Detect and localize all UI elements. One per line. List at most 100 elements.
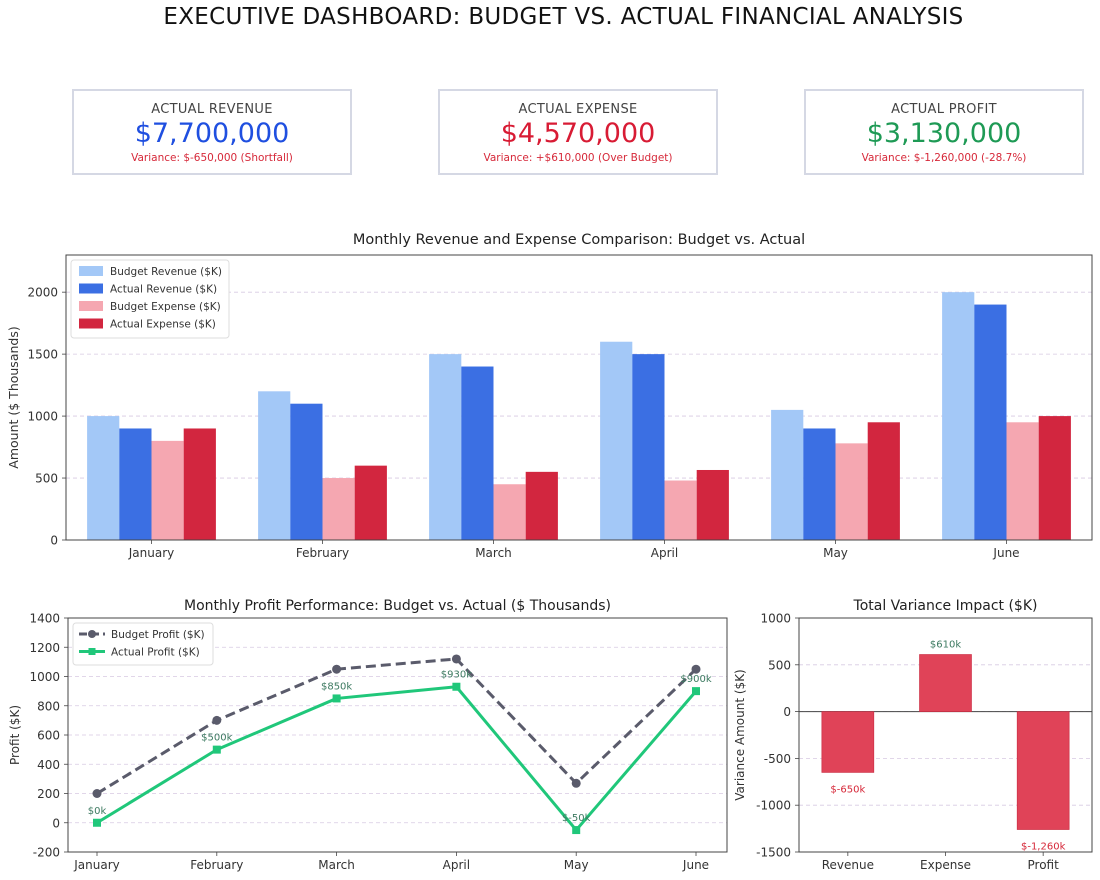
point-marker: [93, 818, 101, 827]
bar-actual-expense-k: [525, 471, 558, 540]
y-tick-label: 800: [37, 699, 60, 713]
legend-box: [72, 622, 214, 666]
bar-actual-revenue-k: [803, 428, 836, 540]
bar-budget-revenue-k: [771, 409, 804, 540]
y-tick-label: -1500: [756, 846, 791, 860]
y-axis-label: Profit ($K): [8, 705, 22, 765]
line-budget-profit-k: [96, 657, 698, 795]
data-label: $900k: [680, 674, 711, 685]
data-label: $850k: [321, 681, 352, 692]
bar-actual-expense-k: [354, 465, 387, 540]
y-tick-label: -1000: [756, 799, 791, 813]
x-tick-label: February: [296, 546, 349, 560]
bar-actual-expense-k: [183, 428, 216, 540]
data-label: $-1,260k: [1021, 842, 1066, 853]
kpi-label: ACTUAL EXPENSE: [518, 102, 638, 117]
legend-box: [70, 259, 230, 339]
bar-budget-expense-k: [151, 440, 184, 540]
x-tick-label: April: [651, 546, 678, 560]
bar-budget-revenue-k: [942, 292, 975, 540]
variance-bar-expense: [919, 654, 972, 712]
dashboard-title: EXECUTIVE DASHBOARD: BUDGET VS. ACTUAL F…: [163, 4, 964, 30]
plot-frame: [67, 617, 728, 853]
kpi-value: $4,570,000: [500, 118, 656, 149]
point-marker: [572, 826, 581, 835]
point-marker: [332, 664, 342, 674]
data-label: $-650k: [830, 784, 865, 795]
kpi-card-profit: ACTUAL PROFIT $3,130,000 Variance: $-1,2…: [804, 89, 1084, 175]
legend-label: Budget Revenue ($K): [110, 266, 222, 278]
x-tick-label: June: [992, 546, 1019, 560]
y-tick-label: -500: [764, 752, 791, 766]
point-marker: [571, 778, 581, 788]
y-axis-label: Variance Amount ($K): [733, 669, 747, 801]
legend-swatch: [79, 283, 103, 294]
x-tick-label: Profit: [1028, 858, 1060, 872]
y-tick-label: 200: [37, 787, 60, 801]
bar-actual-expense-k: [867, 422, 900, 540]
plot-frame: [798, 617, 1093, 853]
legend-label: Actual Expense ($K): [110, 319, 216, 331]
point-marker: [92, 789, 102, 798]
x-tick-label: Expense: [920, 858, 971, 872]
legend-label: Actual Revenue ($K): [110, 284, 217, 296]
point-marker: [451, 654, 461, 664]
variance-bar-profit: [1016, 711, 1070, 830]
kpi-variance: Variance: $-1,260,000 (-28.7%): [861, 152, 1027, 164]
x-tick-label: May: [564, 858, 589, 872]
kpi-card-revenue: ACTUAL REVENUE $7,700,000 Variance: $-65…: [72, 89, 352, 175]
x-tick-label: March: [475, 546, 512, 560]
plot-frame: [65, 254, 1093, 541]
bar-budget-revenue-k: [429, 354, 462, 540]
legend-swatch: [79, 301, 103, 311]
variance-bar-revenue: [821, 711, 875, 773]
bar-budget-revenue-k: [600, 341, 633, 540]
kpi-label: ACTUAL PROFIT: [891, 102, 997, 117]
y-tick-label: 1000: [29, 670, 60, 684]
y-tick-label: 1000: [27, 410, 58, 424]
y-tick-label: 500: [35, 472, 58, 486]
x-tick-label: January: [73, 858, 120, 872]
x-tick-label: April: [443, 858, 470, 872]
y-tick-label: 600: [37, 729, 60, 743]
kpi-variance: Variance: $-650,000 (Shortfall): [131, 152, 293, 164]
chart-title: Total Variance Impact ($K): [853, 598, 1038, 614]
bar-budget-expense-k: [835, 443, 868, 540]
bar-budget-revenue-k: [87, 416, 120, 540]
legend-marker: [88, 630, 96, 638]
y-tick-label: 500: [768, 658, 791, 672]
bar-actual-revenue-k: [290, 403, 323, 540]
y-tick-label: 1400: [29, 612, 60, 626]
variance-impact-chart: Total Variance Impact ($K) -1500 -1000 -500…: [733, 598, 1093, 872]
chart-title: Monthly Profit Performance: Budget vs. A…: [184, 598, 611, 614]
legend-label: Actual Profit ($K): [111, 647, 200, 659]
bar-budget-expense-k: [664, 480, 697, 540]
bar-budget-expense-k: [493, 484, 526, 540]
chart-title: Monthly Revenue and Expense Comparison: …: [353, 232, 805, 248]
x-tick-label: May: [823, 546, 848, 560]
bar-budget-expense-k: [322, 478, 355, 540]
data-label: $930k: [441, 670, 472, 681]
bar-actual-expense-k: [1038, 416, 1071, 540]
y-tick-label: 0: [783, 705, 791, 719]
x-tick-label: Revenue: [822, 858, 874, 872]
legend-label: Budget Expense ($K): [110, 301, 221, 313]
legend-swatch: [79, 318, 103, 329]
y-tick-label: 2000: [27, 286, 58, 300]
line-actual-profit-k: [96, 685, 698, 832]
point-marker: [212, 715, 222, 725]
point-marker: [332, 694, 341, 703]
x-tick-label: February: [190, 858, 243, 872]
bar-actual-revenue-k: [461, 366, 494, 540]
kpi-label: ACTUAL REVENUE: [151, 102, 273, 117]
x-tick-label: January: [128, 546, 175, 560]
kpi-value: $3,130,000: [866, 118, 1022, 149]
data-label: $500k: [201, 733, 232, 744]
y-tick-label: 400: [37, 758, 60, 772]
bar-actual-revenue-k: [119, 428, 152, 540]
y-tick-label: 0: [50, 534, 58, 548]
monthly-comparison-chart: Monthly Revenue and Expense Comparison: …: [6, 232, 1093, 560]
data-label: $0k: [88, 806, 107, 817]
profit-performance-chart: Monthly Profit Performance: Budget vs. A…: [8, 598, 728, 872]
x-tick-label: March: [318, 858, 355, 872]
